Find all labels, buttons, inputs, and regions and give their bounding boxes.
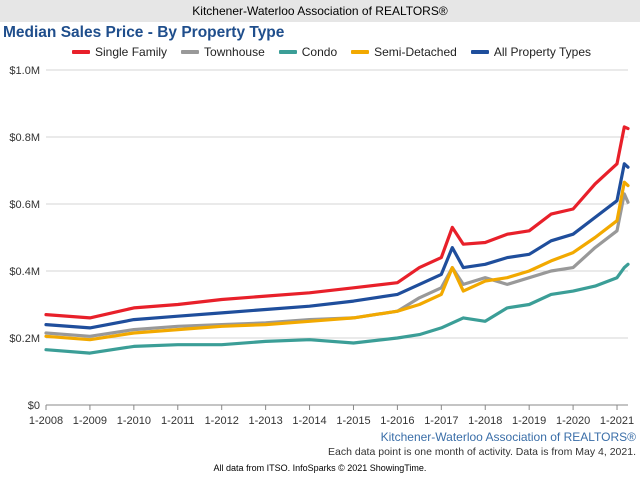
legend-label-single-family: Single Family: [95, 45, 168, 59]
legend-item-all-property-types[interactable]: All Property Types: [470, 45, 591, 59]
legend-item-condo[interactable]: Condo: [278, 45, 338, 59]
x-tick-label: 1-2017: [424, 415, 458, 427]
legend-label-condo: Condo: [301, 45, 338, 59]
x-tick-label: 1-2019: [512, 415, 546, 427]
x-tick-label: 1-2011: [161, 415, 194, 427]
y-tick-label: $0.8M: [9, 132, 40, 144]
x-tick-label: 1-2013: [248, 415, 282, 427]
legend-label-townhouse: Townhouse: [204, 45, 265, 59]
x-tick-label: 1-2021: [600, 415, 634, 427]
x-tick-label: 1-2015: [336, 415, 370, 427]
legend-swatch-single-family: [72, 50, 90, 54]
legend-item-townhouse[interactable]: Townhouse: [181, 45, 265, 59]
x-tick-label: 1-2010: [117, 415, 151, 427]
x-tick-label: 1-2009: [73, 415, 107, 427]
chart-legend: Single Family Townhouse Condo Semi-Detac…: [72, 44, 605, 60]
x-tick-label: 1-2018: [468, 415, 502, 427]
legend-swatch-condo: [278, 50, 297, 54]
legend-label-all-property-types: All Property Types: [493, 45, 591, 59]
legend-swatch-all-property-types: [470, 50, 489, 54]
x-tick-label: 1-2012: [205, 415, 239, 427]
y-tick-label: $1.0M: [9, 65, 40, 77]
y-tick-label: $0.4M: [9, 266, 40, 278]
series-line-all-property-types: [44, 162, 630, 330]
x-tick-label: 1-2008: [29, 415, 63, 427]
chart-credit: Kitchener-Waterloo Association of REALTO…: [380, 430, 636, 444]
series-line-condo: [44, 262, 630, 355]
y-tick-label: $0.6M: [9, 199, 40, 211]
legend-swatch-townhouse: [181, 50, 200, 54]
x-tick-label: 1-2020: [556, 415, 590, 427]
legend-label-semi-detached: Semi-Detached: [374, 45, 457, 59]
data-note: Each data point is one month of activity…: [328, 446, 636, 458]
legend-item-semi-detached[interactable]: Semi-Detached: [351, 45, 457, 59]
y-tick-label: $0.2M: [9, 333, 40, 345]
series-line-single-family: [44, 125, 630, 320]
chart-title: Median Sales Price - By Property Type: [3, 24, 285, 41]
series-line-semi-detached: [44, 180, 630, 342]
y-tick-label: $0: [28, 400, 40, 412]
header-banner: Kitchener-Waterloo Association of REALTO…: [0, 0, 640, 22]
legend-swatch-semi-detached: [351, 50, 370, 54]
x-tick-label: 1-2014: [292, 415, 326, 427]
legend-item-single-family[interactable]: Single Family: [72, 45, 167, 59]
source-footer: All data from ITSO. InfoSparks © 2021 Sh…: [213, 463, 427, 473]
x-tick-label: 1-2016: [380, 415, 414, 427]
